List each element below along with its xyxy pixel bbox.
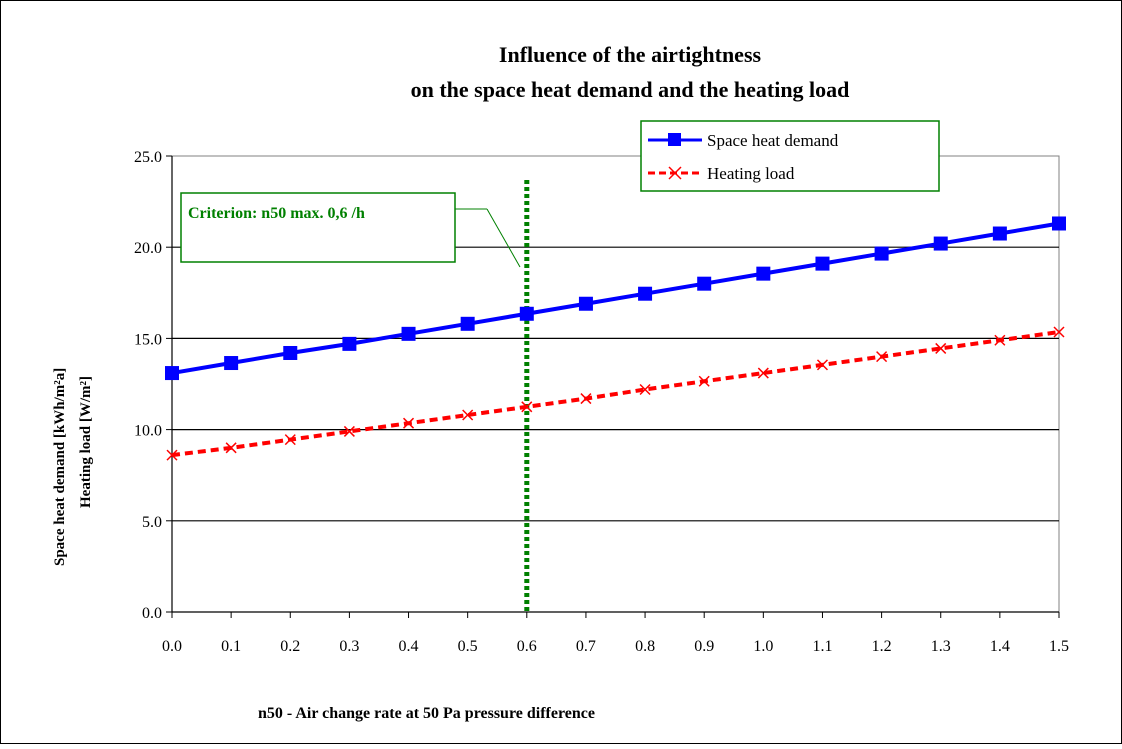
- x-tick-labels: 0.0 0.1 0.2 0.3 0.4 0.5 0.6 0.7 0.8 0.9 1.0 1.1 1.2 1…: [162, 638, 1069, 655]
- chart-title: Influence of the airtightness: [499, 42, 762, 67]
- point-space-heat-demand-8: [638, 286, 653, 301]
- series-line-space-heat-demand: [171, 221, 1060, 376]
- x-tick-label-2: 0.2: [280, 638, 300, 655]
- point-space-heat-demand-5: [460, 316, 475, 331]
- y-tick-label-4: 20.0: [134, 240, 162, 257]
- point-heating-load-12: [876, 351, 888, 363]
- criterion-annotation: Criterion: n50 max. 0,6 /h: [180, 192, 521, 268]
- y-tick-label-5: 25.0: [134, 149, 162, 166]
- x-tick-label-6: 0.6: [517, 638, 537, 655]
- x-tick-label-9: 0.9: [694, 638, 714, 655]
- point-space-heat-demand-13: [933, 236, 948, 251]
- x-tick-label-5: 0.5: [458, 638, 478, 655]
- x-tick-label-3: 0.3: [339, 638, 359, 655]
- point-heating-load-6: [521, 401, 533, 413]
- point-space-heat-demand-7: [578, 296, 593, 311]
- y-axis-label-left: Space heat demand [kWh/m²a]: [52, 368, 68, 566]
- point-space-heat-demand-6: [519, 306, 534, 321]
- x-tick-label-13: 1.3: [931, 638, 951, 655]
- point-heating-load-15: [1053, 326, 1065, 338]
- point-heating-load-11: [816, 359, 828, 371]
- series-group: [165, 216, 1066, 461]
- x-tick-label-0: 0.0: [162, 638, 182, 655]
- x-tick-label-4: 0.4: [399, 638, 419, 655]
- x-axis-label: n50 - Air change rate at 50 Pa pressure …: [258, 705, 595, 722]
- y-tick-label-1: 5.0: [142, 514, 162, 531]
- y-tick-label-0: 0.0: [142, 605, 162, 622]
- y-tick-label-3: 15.0: [134, 331, 162, 348]
- axes: [166, 155, 1060, 618]
- point-heating-load-1: [225, 442, 237, 454]
- criterion-label: Criterion: n50 max. 0,6 /h: [188, 205, 365, 222]
- point-space-heat-demand-12: [874, 246, 889, 261]
- x-tick-label-8: 0.8: [635, 638, 655, 655]
- point-heating-load-14: [994, 334, 1006, 346]
- point-heating-load-13: [935, 342, 947, 354]
- criterion-leader-line: [486, 208, 521, 268]
- legend-label-space-heat-demand: Space heat demand: [707, 131, 839, 150]
- x-tick-label-11: 1.1: [812, 638, 832, 655]
- x-tick-label-15: 1.5: [1049, 638, 1069, 655]
- point-space-heat-demand-3: [342, 336, 357, 351]
- criterion-box: [180, 192, 456, 263]
- x-tick-label-1: 0.1: [221, 638, 241, 655]
- point-heating-load-7: [580, 393, 592, 405]
- x-tick-label-10: 1.0: [753, 638, 773, 655]
- legend-marker-x: [668, 166, 682, 180]
- x-tick-label-7: 0.7: [576, 638, 596, 655]
- legend-entry-heating-load: Heating load: [648, 164, 795, 183]
- y-tick-labels: 0.0 5.0 10.0 15.0 20.0 25.0: [134, 149, 162, 622]
- point-heating-load-0: [166, 449, 178, 461]
- point-space-heat-demand-11: [815, 256, 830, 271]
- y-axis-label-right: Heating load [W/m²]: [78, 376, 94, 508]
- point-heating-load-2: [284, 434, 296, 446]
- point-space-heat-demand-4: [401, 326, 416, 341]
- x-tick-label-12: 1.2: [872, 638, 892, 655]
- point-space-heat-demand-15: [1052, 216, 1066, 231]
- legend-marker-square: [668, 133, 681, 146]
- legend-label-heating-load: Heating load: [707, 164, 795, 183]
- point-heating-load-3: [343, 425, 355, 437]
- point-heating-load-4: [403, 417, 415, 429]
- point-heating-load-5: [462, 409, 474, 421]
- y-tick-label-2: 10.0: [134, 423, 162, 440]
- point-heating-load-9: [698, 375, 710, 387]
- series-line-heating-load: [171, 330, 1060, 458]
- point-space-heat-demand-9: [697, 276, 712, 291]
- point-space-heat-demand-1: [224, 356, 239, 371]
- point-heating-load-8: [639, 383, 651, 396]
- point-space-heat-demand-10: [756, 266, 771, 281]
- point-heating-load-10: [757, 367, 769, 379]
- x-tick-label-14: 1.4: [990, 638, 1010, 655]
- legend-entry-space-heat-demand: Space heat demand: [648, 131, 839, 150]
- legend: Space heat demand Heating load: [640, 120, 940, 192]
- chart-subtitle: on the space heat demand and the heating…: [411, 77, 850, 102]
- point-space-heat-demand-0: [165, 366, 179, 381]
- legend-box: [640, 120, 940, 192]
- point-space-heat-demand-14: [992, 226, 1007, 241]
- point-space-heat-demand-2: [283, 345, 298, 360]
